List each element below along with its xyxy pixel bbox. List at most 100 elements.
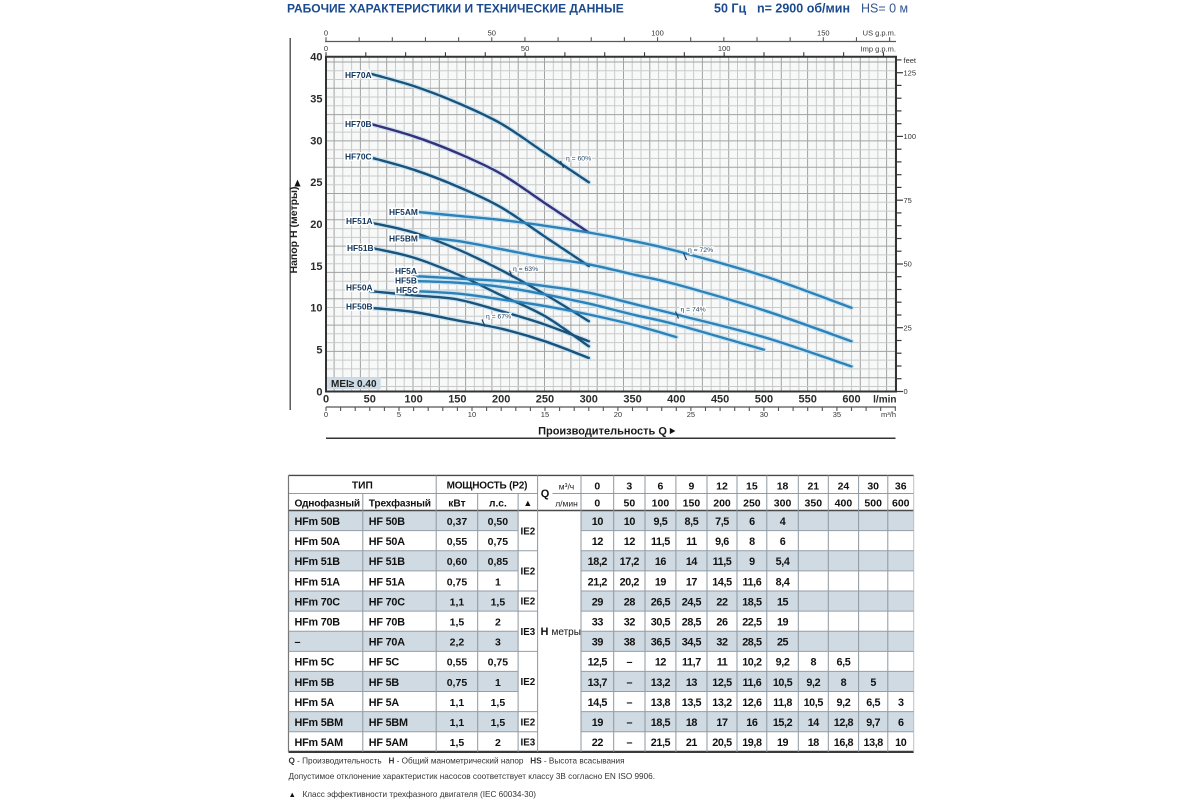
svg-text:Однофазный: Однофазный (295, 497, 360, 509)
svg-text:л/мин: л/мин (555, 498, 578, 508)
svg-text:IE2: IE2 (520, 567, 535, 578)
svg-text:19: 19 (777, 737, 789, 749)
svg-text:12,6: 12,6 (742, 697, 762, 709)
svg-text:10: 10 (895, 737, 907, 749)
svg-text:11: 11 (717, 657, 728, 669)
svg-text:0: 0 (594, 481, 600, 493)
svg-text:HF 50B: HF 50B (369, 516, 405, 528)
svg-text:25: 25 (904, 323, 912, 332)
svg-text:10,2: 10,2 (742, 657, 762, 669)
svg-text:HF 70B: HF 70B (369, 616, 405, 628)
svg-text:10: 10 (310, 303, 322, 315)
svg-text:1,5: 1,5 (491, 596, 506, 608)
svg-text:14: 14 (686, 556, 698, 568)
svg-text:IE2: IE2 (520, 526, 535, 537)
svg-text:21,2: 21,2 (588, 576, 608, 588)
svg-text:HF 5A: HF 5A (369, 697, 400, 709)
svg-text:0,75: 0,75 (488, 536, 509, 548)
svg-text:5,4: 5,4 (776, 556, 790, 568)
svg-text:15: 15 (746, 481, 758, 493)
svg-text:0,60: 0,60 (447, 556, 468, 568)
svg-text:HF5C: HF5C (396, 285, 418, 295)
svg-text:200: 200 (492, 394, 510, 406)
svg-text:HF 5C: HF 5C (369, 657, 400, 669)
svg-text:η = 72%: η = 72% (688, 247, 713, 254)
svg-text:15: 15 (541, 410, 549, 419)
svg-text:16: 16 (655, 556, 667, 568)
svg-text:HF70B: HF70B (345, 119, 372, 129)
svg-text:11,5: 11,5 (651, 536, 670, 548)
svg-text:9,2: 9,2 (776, 657, 790, 669)
svg-text:22: 22 (592, 737, 604, 749)
svg-text:30,5: 30,5 (651, 616, 671, 628)
svg-text:1,1: 1,1 (450, 717, 465, 729)
svg-text:HFm 5C: HFm 5C (295, 657, 335, 669)
svg-text:Q - Производительность H - О: Q - Производительность H - Общий маномет… (289, 756, 625, 765)
svg-text:17: 17 (716, 717, 728, 729)
svg-text:η = 60%: η = 60% (566, 156, 591, 163)
svg-text:12,5: 12,5 (712, 677, 732, 689)
svg-text:η = 67%: η = 67% (486, 314, 511, 321)
svg-text:13,5: 13,5 (682, 697, 702, 709)
svg-text:18: 18 (686, 717, 698, 729)
svg-text:8: 8 (749, 536, 755, 548)
svg-text:100: 100 (652, 497, 670, 509)
svg-text:18,2: 18,2 (588, 556, 608, 568)
svg-text:0: 0 (324, 410, 328, 419)
svg-text:IE3: IE3 (520, 738, 535, 749)
svg-text:6: 6 (780, 536, 786, 548)
svg-text:16,8: 16,8 (834, 737, 854, 749)
svg-text:14,5: 14,5 (588, 697, 608, 709)
svg-text:10: 10 (624, 516, 636, 528)
svg-text:8,4: 8,4 (776, 576, 790, 588)
svg-text:US g.p.m.: US g.p.m. (863, 29, 896, 38)
svg-text:15: 15 (777, 596, 789, 608)
svg-text:19: 19 (592, 717, 604, 729)
svg-text:MEI≥ 0.40: MEI≥ 0.40 (331, 379, 377, 390)
svg-text:100: 100 (651, 29, 664, 38)
svg-text:HF50B: HF50B (346, 301, 373, 311)
svg-text:0,85: 0,85 (488, 556, 509, 568)
svg-text:л.с.: л.с. (489, 498, 507, 509)
svg-text:Imp g.p.m.: Imp g.p.m. (861, 45, 896, 54)
svg-text:15: 15 (310, 261, 322, 273)
svg-text:9: 9 (749, 556, 755, 568)
svg-text:кВт: кВт (448, 498, 465, 509)
svg-text:6: 6 (658, 481, 664, 493)
svg-text:11,6: 11,6 (742, 677, 761, 689)
svg-text:35: 35 (310, 93, 322, 105)
svg-text:HF 70C: HF 70C (369, 596, 405, 608)
svg-text:20,2: 20,2 (620, 576, 640, 588)
svg-text:400: 400 (835, 497, 853, 509)
svg-text:39: 39 (592, 637, 604, 649)
svg-text:350: 350 (805, 497, 823, 509)
svg-text:100: 100 (718, 44, 731, 53)
svg-text:13,8: 13,8 (651, 697, 671, 709)
svg-text:1,1: 1,1 (450, 596, 465, 608)
svg-text:550: 550 (799, 394, 817, 406)
svg-text:50: 50 (624, 497, 636, 509)
svg-text:Q: Q (541, 488, 550, 500)
svg-text:5: 5 (316, 345, 322, 357)
svg-text:300: 300 (774, 497, 792, 509)
svg-text:16: 16 (746, 717, 758, 729)
svg-text:–: – (627, 657, 633, 669)
svg-text:1,5: 1,5 (450, 737, 465, 749)
svg-text:HFm 50A: HFm 50A (295, 536, 341, 548)
svg-text:600: 600 (842, 394, 860, 406)
svg-text:9,6: 9,6 (715, 536, 729, 548)
svg-text:1,5: 1,5 (491, 717, 506, 729)
svg-text:η = 63%: η = 63% (513, 266, 538, 273)
svg-text:▲: ▲ (289, 790, 296, 799)
svg-text:18: 18 (808, 737, 820, 749)
svg-text:100: 100 (904, 132, 917, 141)
svg-text:HF5B: HF5B (395, 276, 417, 286)
svg-text:8,5: 8,5 (685, 516, 699, 528)
svg-text:▲: ▲ (523, 498, 532, 508)
svg-text:14,5: 14,5 (712, 576, 732, 588)
svg-text:0: 0 (324, 44, 328, 53)
svg-text:300: 300 (580, 394, 598, 406)
svg-text:HF70C: HF70C (345, 152, 372, 162)
svg-text:33: 33 (592, 616, 604, 628)
svg-text:ТИП: ТИП (352, 481, 373, 492)
